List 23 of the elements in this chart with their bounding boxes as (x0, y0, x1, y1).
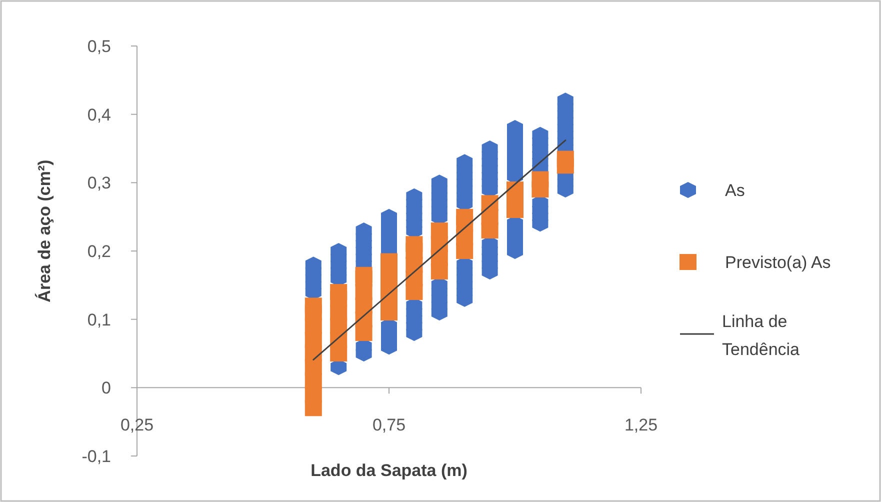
x-tick-label: 0,25 (120, 416, 154, 435)
x-tick-label: 1,25 (624, 416, 658, 435)
y-axis-title: Área de aço (cm²) (34, 160, 54, 302)
y-tick-label: -0,1 (82, 446, 111, 466)
point (532, 171, 549, 188)
legend-label: As (725, 181, 745, 200)
point (406, 236, 423, 252)
point (330, 284, 348, 300)
y-tick-label: 0,3 (87, 174, 111, 193)
x-tick-label: 0,75 (372, 416, 406, 435)
point (456, 208, 474, 225)
y-tick-label: 0,4 (87, 105, 111, 124)
point (556, 150, 574, 167)
legend-label: Previsto(a) As (725, 253, 831, 272)
point (304, 298, 322, 314)
legend-label: Linha de Tendência (722, 312, 800, 359)
y-tick-label: 0 (102, 378, 111, 398)
y-tick-label: 0,5 (87, 36, 111, 56)
point (355, 266, 372, 283)
point (430, 222, 448, 238)
y-tick-label: 0,2 (87, 242, 111, 261)
x-axis-title: Lado da Sapata (m) (310, 461, 468, 480)
y-tick-label: 0,1 (87, 310, 111, 330)
